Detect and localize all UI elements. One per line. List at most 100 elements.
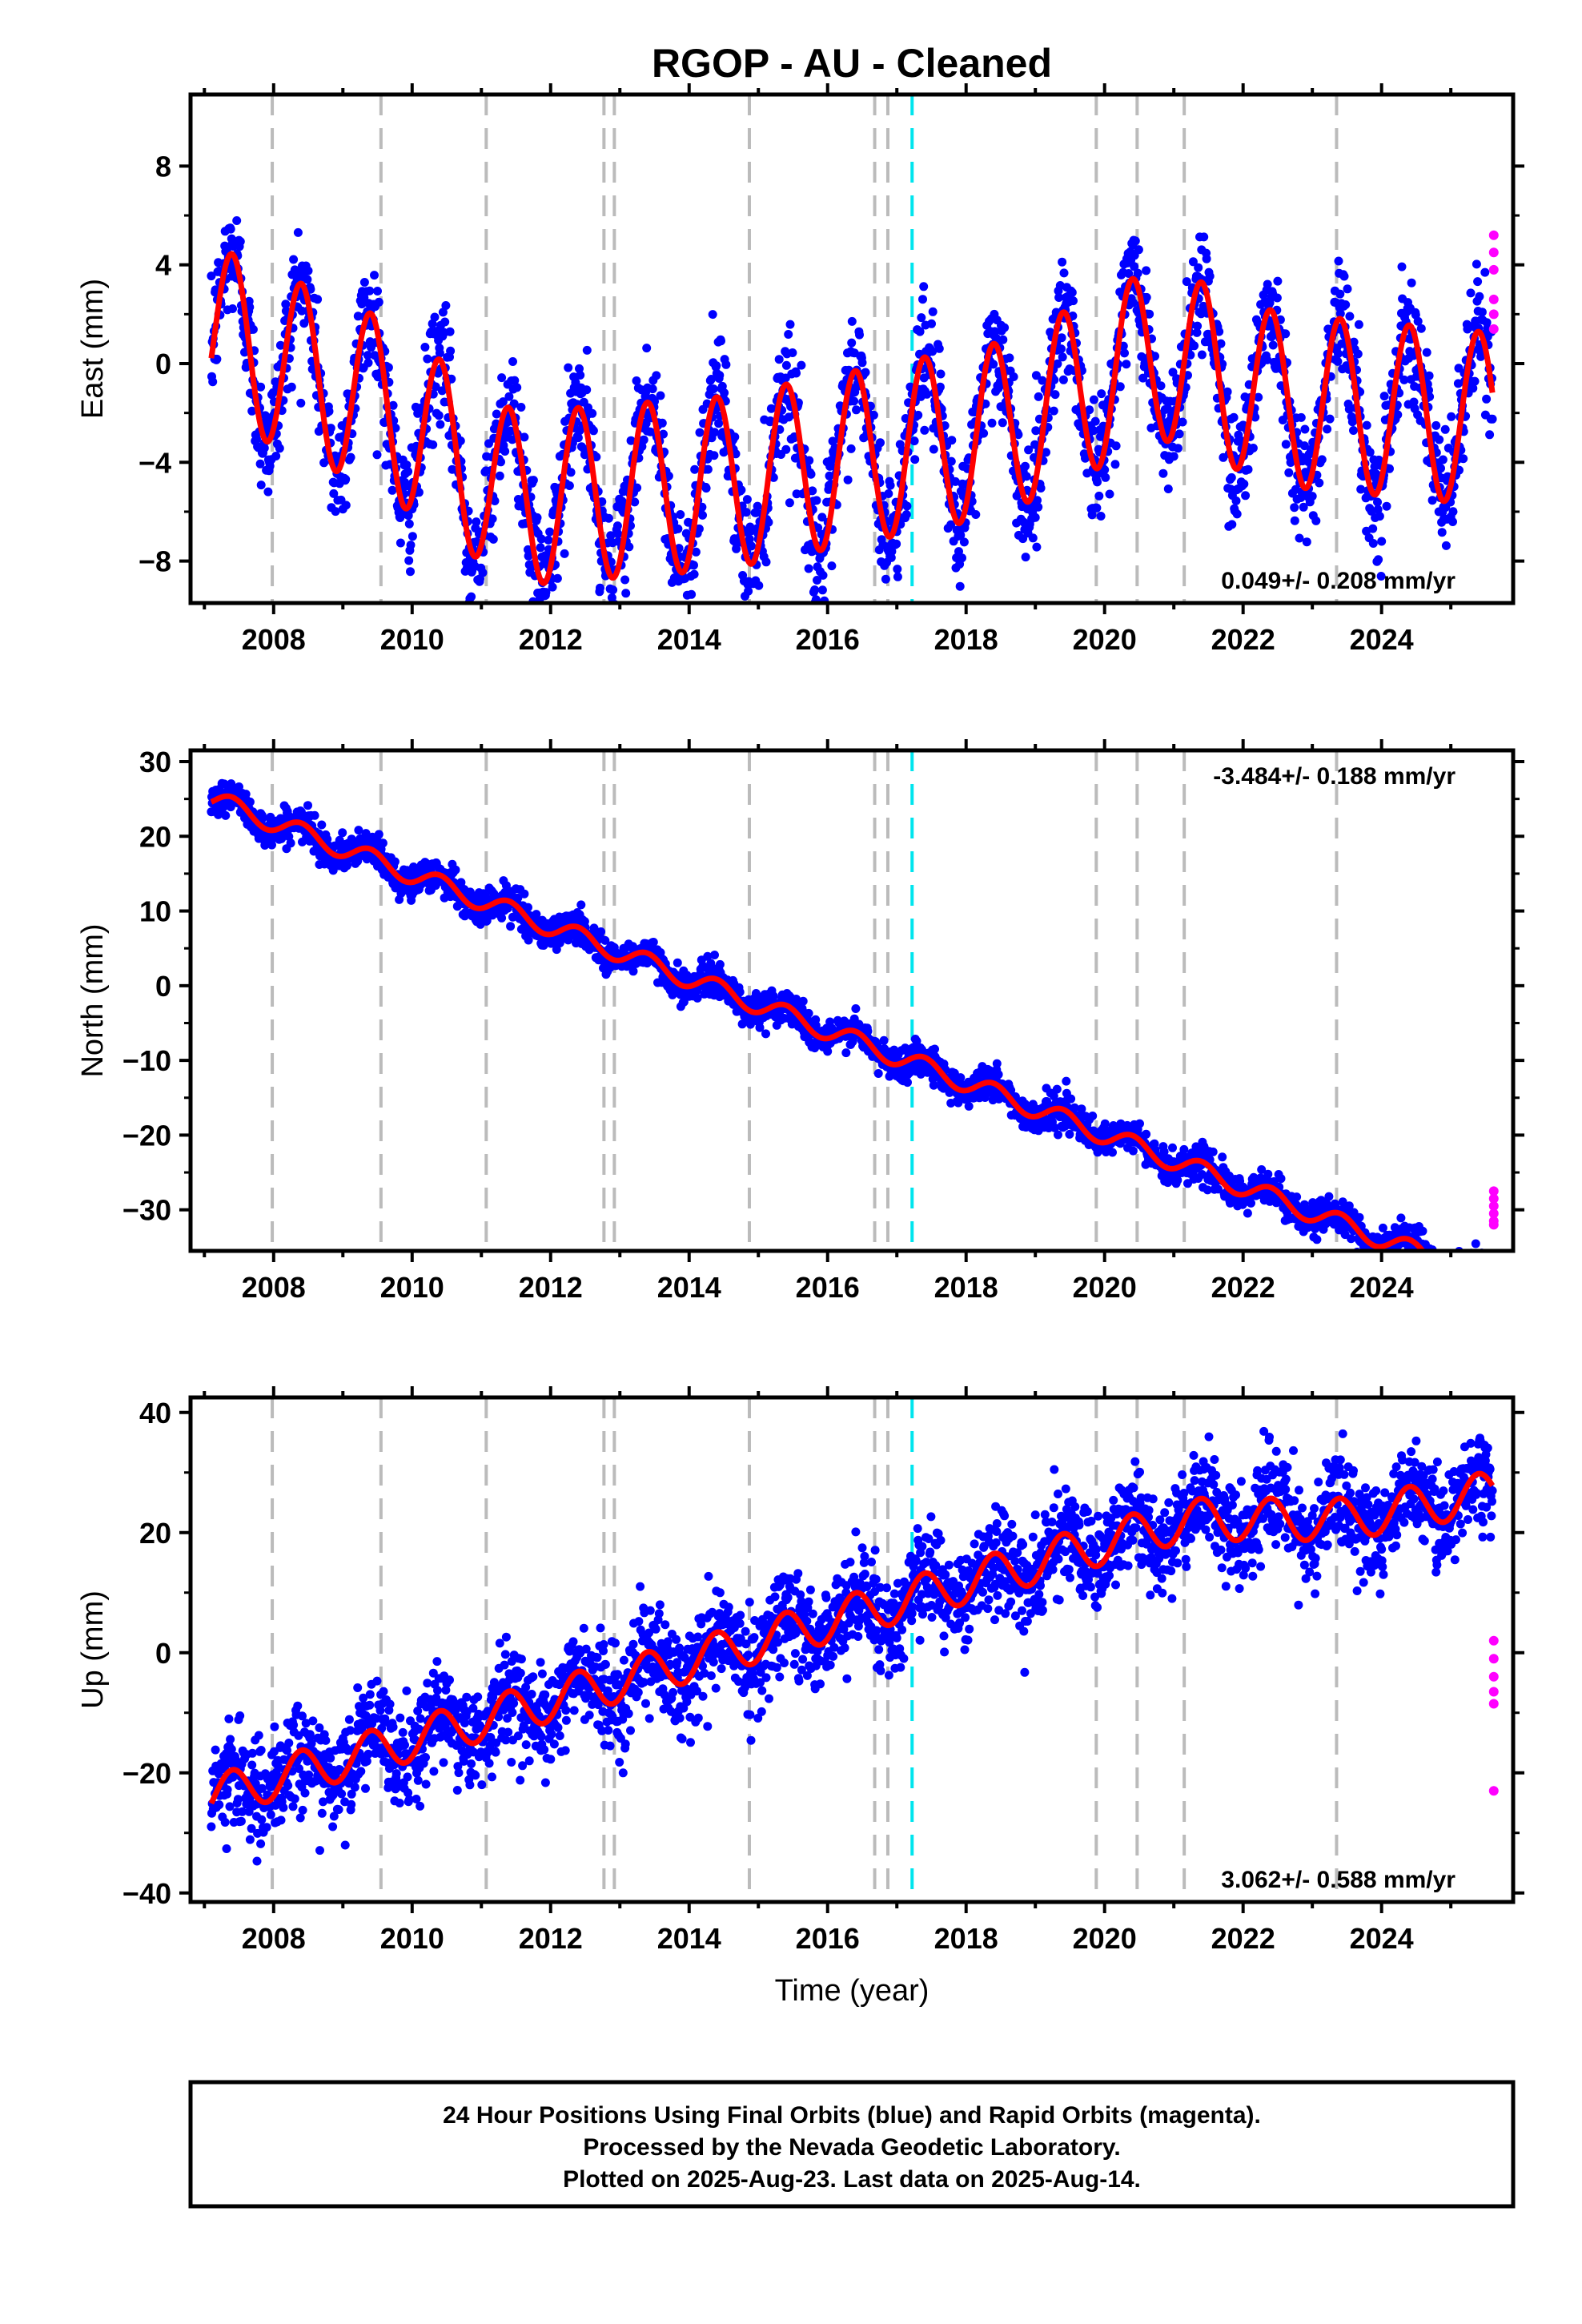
data-point <box>708 310 717 320</box>
data-point <box>575 364 584 373</box>
data-point <box>532 513 542 522</box>
data-point <box>935 382 945 392</box>
data-point <box>1234 430 1243 440</box>
data-point <box>1263 355 1272 364</box>
data-point <box>602 621 611 629</box>
data-point <box>1354 320 1363 329</box>
data-point <box>761 1029 770 1039</box>
data-point <box>488 534 498 544</box>
data-point <box>955 581 965 591</box>
data-point <box>1311 516 1321 525</box>
data-point <box>1194 263 1203 272</box>
data-point <box>979 428 989 438</box>
data-point <box>1339 271 1349 281</box>
data-point <box>1251 412 1260 422</box>
data-point <box>792 368 801 378</box>
data-point <box>950 476 960 486</box>
data-point <box>881 574 890 584</box>
data-point <box>520 432 529 442</box>
data-point <box>256 382 266 392</box>
data-point <box>1193 321 1203 331</box>
data-point <box>1407 278 1416 287</box>
data-point <box>387 485 397 495</box>
data-point <box>710 428 719 437</box>
data-point <box>226 802 235 812</box>
data-point <box>804 1008 813 1018</box>
data-point <box>766 404 776 413</box>
data-point <box>998 418 1007 428</box>
data-point <box>406 541 416 550</box>
data-point <box>404 519 414 529</box>
data-point <box>747 541 757 551</box>
data-point <box>946 456 956 466</box>
data-point <box>289 255 299 264</box>
data-point <box>1128 298 1138 308</box>
data-point <box>910 455 920 464</box>
data-point <box>813 576 821 585</box>
data-point <box>1480 267 1490 277</box>
data-point <box>606 531 616 541</box>
data-point <box>1239 479 1249 489</box>
data-point <box>1022 472 1031 481</box>
data-point <box>855 330 864 340</box>
data-point <box>576 371 585 380</box>
data-point <box>1049 406 1058 416</box>
data-point <box>303 801 312 810</box>
data-point <box>1435 435 1444 444</box>
data-point <box>781 444 791 454</box>
data-point <box>545 527 555 537</box>
data-point <box>691 547 701 557</box>
data-point <box>1447 412 1456 421</box>
data-point <box>616 614 625 623</box>
data-point <box>1299 441 1309 451</box>
data-point <box>1227 472 1236 482</box>
data-point <box>1115 382 1125 392</box>
data-point <box>1067 287 1077 297</box>
data-point <box>286 838 295 848</box>
data-point <box>1089 395 1098 404</box>
data-point <box>576 900 586 910</box>
data-point <box>390 857 400 866</box>
data-point <box>852 405 861 415</box>
data-point <box>208 377 218 387</box>
data-point <box>1448 507 1458 517</box>
data-point <box>1356 485 1366 494</box>
data-point <box>472 517 481 527</box>
data-point <box>1368 539 1378 548</box>
data-point <box>388 400 398 410</box>
data-point <box>510 376 520 385</box>
data-point <box>221 810 231 820</box>
data-point <box>1085 405 1094 415</box>
data-point <box>689 561 698 570</box>
data-point <box>673 524 683 533</box>
data-point <box>1105 489 1114 499</box>
data-point <box>689 569 699 579</box>
data-point <box>1232 509 1242 519</box>
data-point <box>1290 516 1299 525</box>
data-point <box>1215 327 1224 336</box>
data-point <box>656 391 665 400</box>
data-point <box>694 524 704 533</box>
rapid-point <box>1488 294 1499 304</box>
data-point <box>1168 1143 1177 1152</box>
data-point <box>1101 472 1110 482</box>
data-point <box>769 472 778 482</box>
data-point <box>958 553 966 563</box>
data-point <box>913 410 923 420</box>
data-point <box>346 452 355 462</box>
data-point <box>608 585 618 595</box>
data-point <box>303 275 312 284</box>
data-point <box>1142 1129 1151 1139</box>
data-point <box>373 287 382 296</box>
data-point <box>987 418 997 428</box>
data-point <box>281 300 291 309</box>
data-point <box>964 1101 974 1111</box>
data-point <box>1133 268 1142 278</box>
data-point <box>632 376 641 385</box>
data-point <box>474 625 483 633</box>
data-point <box>721 360 731 369</box>
data-point <box>1302 537 1311 547</box>
data-point <box>1059 268 1069 278</box>
data-point <box>1284 468 1294 477</box>
data-point <box>676 510 685 519</box>
